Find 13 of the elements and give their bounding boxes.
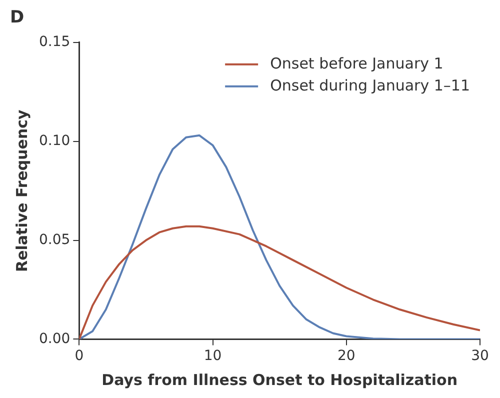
- x-tick-label: 0: [74, 348, 84, 364]
- x-axis-title: Days from Illness Onset to Hospitalization: [102, 370, 458, 389]
- y-tick-label: 0.15: [39, 34, 70, 50]
- x-tick-label: 30: [471, 348, 489, 364]
- legend-label: Onset during January 1–11: [270, 76, 470, 94]
- y-tick-label: 0.10: [39, 132, 70, 149]
- y-axis-title: Relative Frequency: [12, 109, 31, 272]
- chart-title: D: [10, 8, 24, 28]
- x-tick-label: 10: [204, 348, 222, 364]
- legend-label: Onset before January 1: [270, 54, 444, 72]
- y-tick-label: 0.00: [39, 330, 70, 347]
- x-tick-label: 20: [337, 348, 356, 364]
- y-tick-label: 0.05: [39, 232, 70, 248]
